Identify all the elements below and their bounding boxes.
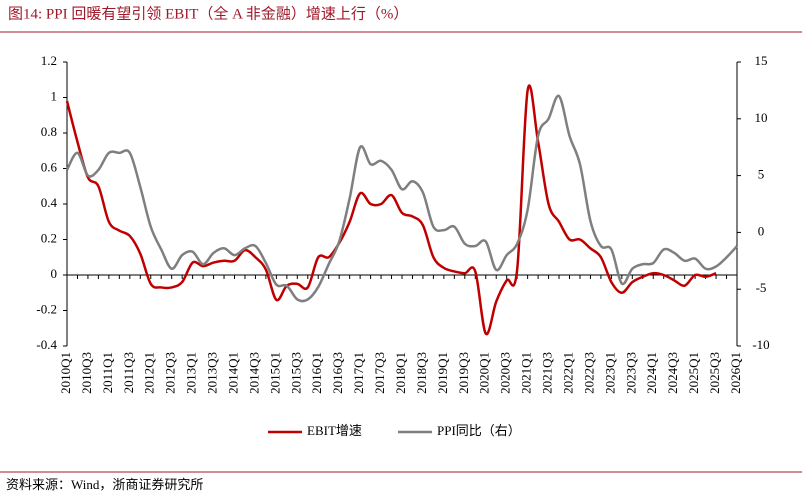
y-tick-label: 0: [51, 266, 58, 281]
y-tick-label: 0.4: [41, 195, 58, 210]
x-tick-label: 2016Q3: [330, 352, 345, 394]
x-tick-label: 2020Q3: [498, 352, 513, 394]
x-tick-label: 2024Q3: [665, 352, 680, 394]
y-tick-label: 0.6: [41, 159, 58, 174]
x-tick-label: 2025Q1: [686, 352, 701, 394]
y2-tick-label: 0: [758, 223, 765, 238]
x-tick-label: 2012Q3: [163, 352, 178, 394]
x-tick-label: 2024Q1: [644, 352, 659, 394]
x-tick-label: 2015Q3: [288, 352, 303, 394]
y2-tick-label: 10: [755, 110, 768, 125]
legend-label: PPI同比（右）: [437, 423, 521, 438]
x-tick-label: 2014Q3: [246, 352, 261, 394]
x-tick-label: 2016Q1: [309, 352, 324, 394]
y2-tick-label: 5: [758, 167, 765, 182]
series-line: [65, 84, 717, 336]
x-tick-label: 2011Q3: [121, 352, 136, 393]
x-tick-label: 2018Q1: [393, 352, 408, 394]
x-tick-label: 2022Q1: [560, 352, 575, 394]
x-tick-label: 2020Q1: [477, 352, 492, 394]
x-tick-label: 2010Q3: [79, 352, 94, 394]
chart-title: 图14: PPI 回暖有望引领 EBIT（全 A 非金融）增速上行（%）: [8, 4, 408, 22]
y-tick-label: 1.2: [41, 53, 57, 68]
x-tick-label: 2013Q3: [205, 352, 220, 394]
x-tick-label: 2017Q1: [351, 352, 366, 394]
x-tick-label: 2021Q3: [540, 352, 555, 394]
x-tick-label: 2014Q1: [225, 352, 240, 394]
x-tick-label: 2018Q3: [414, 352, 429, 394]
y2-tick-label: -10: [752, 337, 769, 352]
y-tick-label: -0.4: [36, 337, 57, 352]
x-tick-label: 2019Q3: [456, 352, 471, 394]
x-tick-label: 2021Q1: [519, 352, 534, 394]
series-line: [65, 94, 738, 303]
y-tick-label: -0.2: [36, 301, 57, 316]
x-tick-label: 2010Q1: [58, 352, 73, 394]
y-tick-label: 0.2: [41, 230, 57, 245]
x-tick-label: 2011Q1: [100, 352, 115, 393]
y-tick-label: 0.8: [41, 124, 57, 139]
y2-tick-label: -5: [756, 280, 767, 295]
y2-tick-label: 15: [755, 53, 768, 68]
x-tick-label: 2017Q3: [372, 352, 387, 394]
x-tick-label: 2012Q1: [142, 352, 157, 394]
legend-label: EBIT增速: [307, 423, 362, 438]
x-tick-label: 2022Q3: [581, 352, 596, 394]
x-tick-label: 2023Q3: [623, 352, 638, 394]
x-tick-label: 2026Q1: [728, 352, 743, 394]
x-tick-label: 2019Q1: [435, 352, 450, 394]
source-note: 资料来源：Wind，浙商证券研究所: [6, 477, 203, 492]
y-tick-label: 1: [51, 88, 58, 103]
x-tick-label: 2023Q1: [602, 352, 617, 394]
x-tick-label: 2015Q1: [267, 352, 282, 394]
x-tick-label: 2025Q3: [707, 352, 722, 394]
x-tick-label: 2013Q1: [184, 352, 199, 394]
